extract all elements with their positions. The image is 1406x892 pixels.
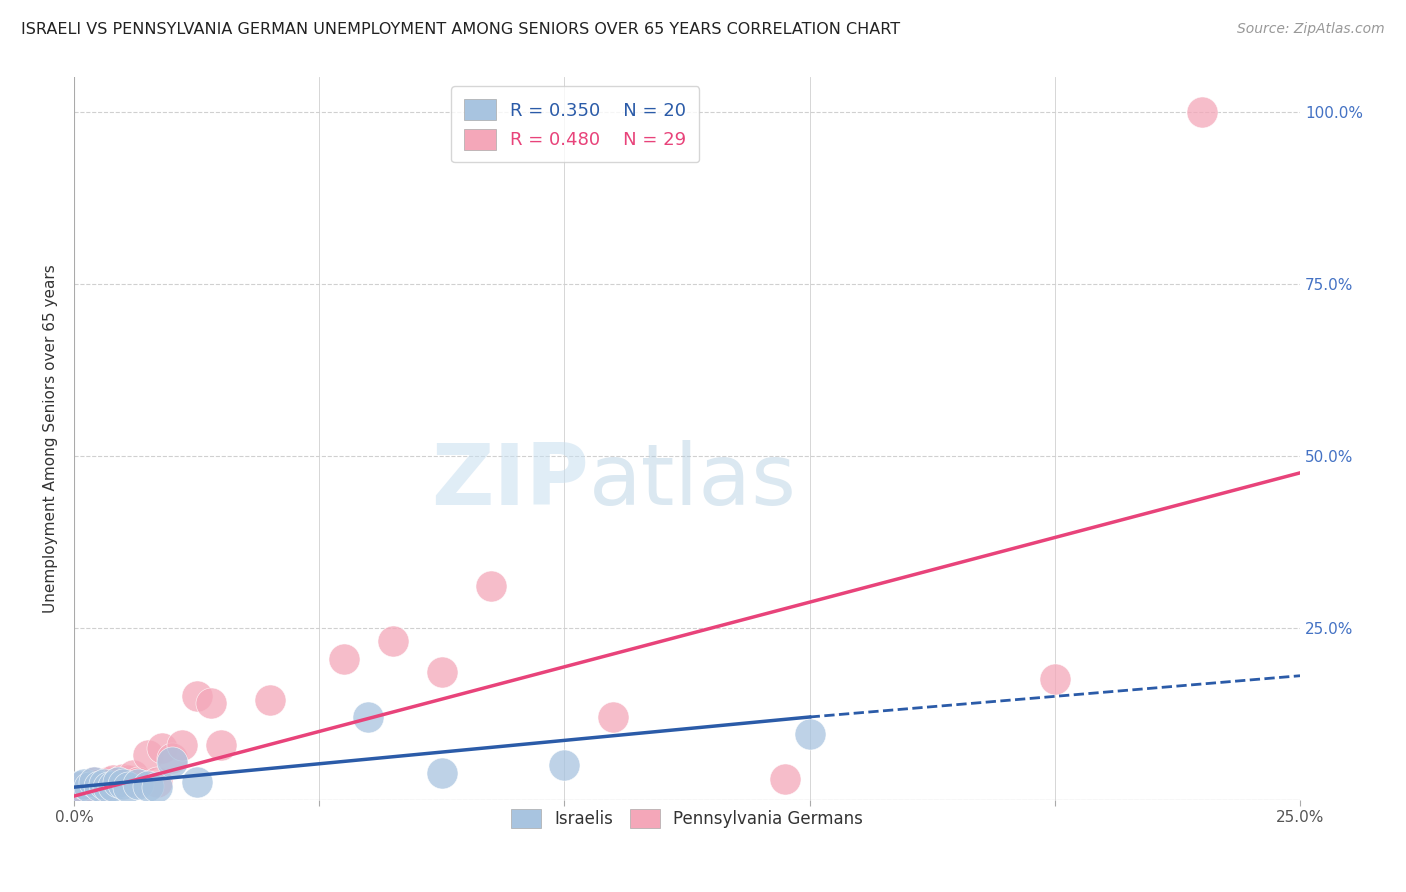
Point <box>93 779 115 793</box>
Point <box>127 775 149 789</box>
Point <box>1043 672 1066 686</box>
Point <box>112 772 135 786</box>
Point <box>430 665 453 680</box>
Point <box>73 777 96 791</box>
Text: ISRAELI VS PENNSYLVANIA GERMAN UNEMPLOYMENT AMONG SENIORS OVER 65 YEARS CORRELAT: ISRAELI VS PENNSYLVANIA GERMAN UNEMPLOYM… <box>21 22 900 37</box>
Point <box>160 755 183 769</box>
Point <box>209 738 232 752</box>
Point <box>83 775 105 789</box>
Point <box>150 741 173 756</box>
Text: ZIP: ZIP <box>432 441 589 524</box>
Legend: Israelis, Pennsylvania Germans: Israelis, Pennsylvania Germans <box>505 802 870 835</box>
Point <box>259 693 281 707</box>
Point <box>97 780 120 794</box>
Point <box>67 779 90 793</box>
Point <box>87 777 110 791</box>
Point <box>73 782 96 797</box>
Point <box>146 780 169 794</box>
Point <box>136 779 159 793</box>
Point <box>93 777 115 791</box>
Point <box>479 579 502 593</box>
Point <box>186 690 208 704</box>
Point <box>602 710 624 724</box>
Point <box>186 775 208 789</box>
Point <box>122 768 145 782</box>
Point <box>381 634 404 648</box>
Point <box>103 779 125 793</box>
Point <box>83 775 105 789</box>
Point <box>799 727 821 741</box>
Point <box>200 696 222 710</box>
Point <box>333 651 356 665</box>
Point <box>1191 104 1213 119</box>
Point <box>97 775 120 789</box>
Point <box>117 773 139 788</box>
Text: atlas: atlas <box>589 441 797 524</box>
Point <box>103 773 125 788</box>
Point <box>170 738 193 752</box>
Point <box>127 777 149 791</box>
Point <box>773 772 796 786</box>
Point <box>107 775 129 789</box>
Text: Source: ZipAtlas.com: Source: ZipAtlas.com <box>1237 22 1385 37</box>
Point <box>553 758 575 772</box>
Point <box>112 777 135 791</box>
Point <box>146 775 169 789</box>
Point <box>67 780 90 794</box>
Point <box>77 780 100 794</box>
Point <box>117 780 139 794</box>
Point <box>357 710 380 724</box>
Y-axis label: Unemployment Among Seniors over 65 years: Unemployment Among Seniors over 65 years <box>44 264 58 613</box>
Point <box>160 751 183 765</box>
Point <box>430 766 453 780</box>
Point <box>87 779 110 793</box>
Point <box>107 775 129 789</box>
Point <box>136 747 159 762</box>
